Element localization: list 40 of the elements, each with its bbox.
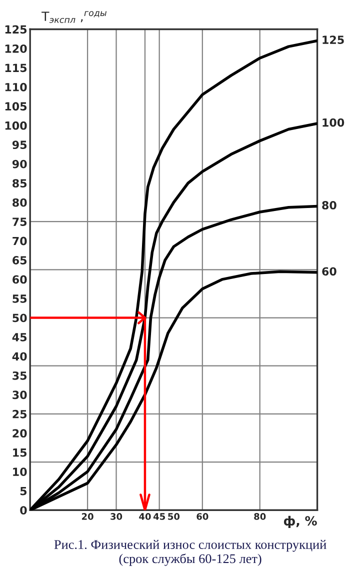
series-label: 125 (322, 36, 344, 44)
y-tick-label: 15 (13, 448, 27, 457)
series-label: 80 (322, 201, 336, 210)
y-tick-label: 90 (12, 160, 27, 168)
y-tick-label: 70 (12, 236, 27, 246)
y-tick-label: 25 (12, 410, 27, 418)
y-tick-label: 20 (12, 429, 27, 438)
y-tick-label: 60 (12, 275, 27, 284)
y-tick-label: 40 (12, 352, 27, 361)
y-tick-label: 120 (5, 44, 27, 53)
x-tick-label: 20 (82, 513, 94, 520)
x-tick-label: 60 (196, 513, 208, 520)
y-tick-label: 55 (12, 294, 27, 303)
series-label: 60 (322, 267, 336, 276)
x-axis-title: ф, % (284, 516, 317, 528)
y-tick-label: 125 (5, 25, 27, 34)
y-tick-label: 110 (5, 82, 27, 92)
x-tick-label: 80 (254, 513, 266, 520)
y-tick-label: 95 (12, 140, 27, 150)
y-tick-label: 105 (5, 102, 27, 111)
y-tick-label: 0 (20, 506, 27, 514)
x-tick-label: 40 (139, 513, 151, 520)
text: Рис.1. Физический износ слоистых конструкций (срок службы 60-125 лет) (54, 540, 326, 566)
y-tick-label: 35 (12, 371, 27, 380)
y-tick-label: 5 (20, 487, 27, 496)
y-axis-title: Т$_{экспл}$ ,$^{годы}$ (42, 11, 107, 23)
x-tick-label: 45 (153, 513, 165, 520)
x-tick-label: 50 (168, 513, 180, 520)
series-label: 100 (322, 118, 344, 127)
y-tick-label: 65 (12, 256, 27, 264)
x-tick-label: 30 (110, 513, 122, 520)
y-tick-label: 30 (12, 390, 27, 400)
y-tick-label: 45 (12, 333, 27, 342)
y-tick-label: 85 (12, 179, 27, 188)
y-tick-label: 50 (12, 314, 27, 322)
y-tick-label: 115 (5, 64, 27, 72)
y-tick-label: 75 (12, 218, 27, 226)
y-tick-label: 80 (12, 198, 27, 207)
y-tick-label: 100 (5, 121, 27, 130)
y-tick-label: 10 (13, 468, 27, 476)
